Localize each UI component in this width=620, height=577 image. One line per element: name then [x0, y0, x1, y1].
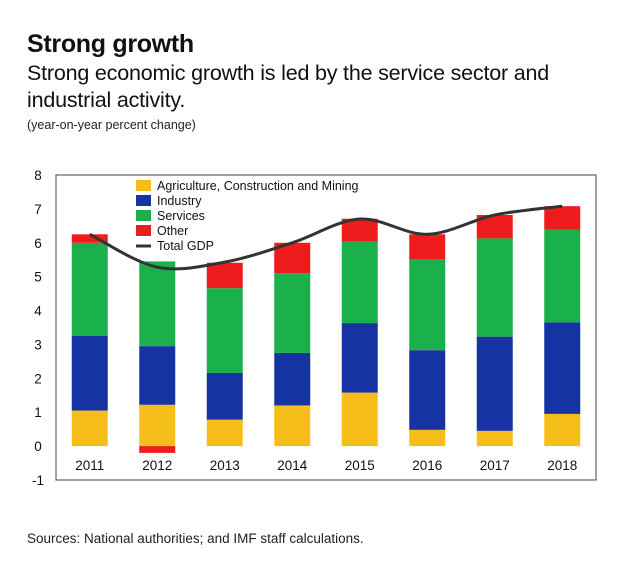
bar-segment-industry-2011 [71, 335, 108, 411]
y-tick-label: 5 [34, 270, 42, 285]
bar-segment-other-2016 [409, 234, 446, 260]
bar-segment-agriculture-2017 [476, 430, 513, 447]
x-tick-label: 2012 [142, 458, 172, 473]
legend-label: Other [157, 224, 188, 238]
bar-segment-services-2017 [476, 238, 513, 337]
bar-segment-industry-2016 [409, 350, 446, 430]
bar-segment-agriculture-2015 [341, 392, 378, 447]
y-tick-label: 2 [34, 371, 42, 386]
legend-label: Agriculture, Construction and Mining [157, 179, 359, 193]
bar-segment-other-2011 [71, 234, 108, 243]
x-tick-label: 2017 [480, 458, 510, 473]
legend-swatch [136, 195, 151, 206]
bar-segment-services-2011 [71, 242, 108, 336]
y-tick-label: 8 [34, 168, 42, 183]
x-tick-label: 2013 [210, 458, 240, 473]
legend-label: Services [157, 209, 205, 223]
bars [71, 206, 581, 453]
x-tick-label: 2015 [345, 458, 375, 473]
y-tick-label: 0 [34, 439, 42, 454]
bar-segment-industry-2015 [341, 323, 378, 393]
bar-segment-industry-2014 [274, 352, 311, 406]
chart-title: Strong growth [27, 30, 194, 58]
bar-segment-other-2017 [476, 214, 513, 239]
legend-swatch [136, 225, 151, 236]
bar-segment-other-2012 [139, 446, 176, 453]
bar-segment-agriculture-2016 [409, 429, 446, 447]
bar-segment-agriculture-2012 [139, 404, 176, 447]
y-axis: -1 0 1 2 3 4 5 6 7 8 [32, 168, 44, 488]
legend-label: Industry [157, 194, 202, 208]
legend-swatch [136, 210, 151, 221]
bar-segment-other-2018 [544, 206, 581, 230]
chart-subtitle: Strong economic growth is led by the ser… [27, 61, 549, 112]
y-tick-label: 7 [34, 202, 42, 217]
bar-segment-other-2015 [341, 218, 378, 242]
x-axis: 2011 2012 2013 2014 2015 2016 2017 2018 [75, 458, 577, 473]
x-tick-label: 2011 [75, 458, 104, 473]
bar-segment-services-2012 [139, 261, 176, 347]
bar-segment-industry-2017 [476, 336, 513, 431]
y-tick-label: 3 [34, 337, 42, 352]
y-tick-label: 1 [34, 405, 42, 420]
bar-segment-agriculture-2013 [206, 419, 243, 447]
legend-label: Total GDP [157, 239, 214, 253]
source-note: Sources: National authorities; and IMF s… [27, 531, 364, 546]
bar-segment-agriculture-2014 [274, 405, 311, 447]
bar-segment-services-2016 [409, 259, 446, 351]
bar-segment-industry-2012 [139, 346, 176, 405]
bar-segment-industry-2013 [206, 372, 243, 420]
bar-segment-services-2013 [206, 288, 243, 373]
x-tick-label: 2014 [277, 458, 308, 473]
bar-segment-agriculture-2011 [71, 410, 108, 447]
bar-segment-services-2014 [274, 273, 311, 353]
bar-segment-services-2015 [341, 241, 378, 324]
bar-segment-agriculture-2018 [544, 413, 581, 447]
legend-swatch [136, 180, 151, 191]
x-tick-label: 2016 [412, 458, 442, 473]
plot-frame [55, 174, 597, 481]
legend: Agriculture, Construction and MiningIndu… [136, 179, 359, 253]
bar-segment-services-2018 [544, 229, 581, 323]
units-note: (year-on-year percent change) [27, 118, 196, 132]
total-gdp-line [89, 204, 563, 271]
bar-segment-industry-2018 [544, 322, 581, 414]
plot-border [55, 174, 597, 481]
gdp-line-group [89, 204, 563, 271]
y-tick-label: -1 [32, 473, 44, 488]
y-tick-label: 6 [34, 236, 42, 251]
x-tick-label: 2018 [547, 458, 577, 473]
y-tick-label: 4 [34, 304, 42, 319]
bar-segment-other-2013 [206, 262, 243, 289]
